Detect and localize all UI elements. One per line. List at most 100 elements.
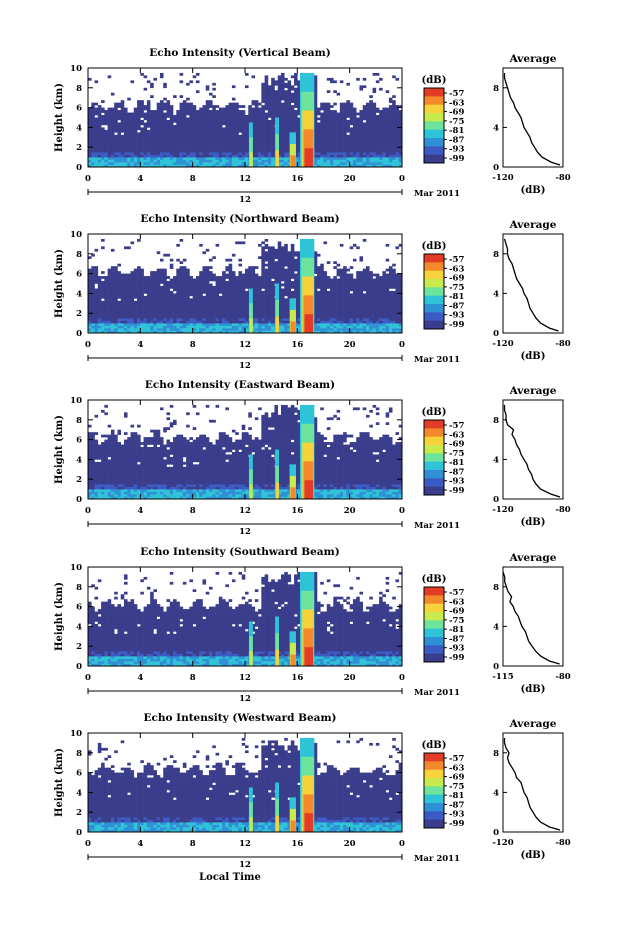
echo-cell [245,295,249,299]
echo-cell [395,110,400,113]
echo-cell [137,315,141,319]
echo-cell [166,139,171,143]
echo-cell [153,139,157,143]
echo-cell [349,298,354,302]
echo-cell [398,157,403,160]
echo-cell [137,293,141,297]
echo-cell [166,154,171,158]
echo-cell [166,144,171,148]
echo-cell [137,320,141,324]
echo-cell [297,266,301,269]
echo-cell [313,313,318,316]
echo-cell [120,310,125,314]
echo-cell [277,283,282,287]
echo-cell [251,288,256,292]
echo-cell [192,288,197,292]
echo-cell [280,134,285,138]
echo-cell [356,303,360,307]
echo-cell [313,283,318,287]
echo-cell [336,159,341,163]
echo-cell [330,318,334,321]
echo-cell [392,129,396,133]
echo-cell [179,137,184,141]
echo-cell [94,290,99,294]
echo-cell [352,154,357,158]
echo-cell [271,102,275,106]
echo-cell [379,129,383,133]
echo-cell [294,129,298,133]
echo-cell [330,149,334,153]
echo-cell [241,276,246,279]
echo-cell [133,107,138,111]
echo-cell [218,278,223,282]
echo-cell [313,115,318,118]
echo-cell [130,80,135,84]
echo-cell [271,313,275,316]
echo-cell [130,293,135,297]
echo-cell [352,122,357,126]
echo-cell [159,268,164,272]
echo-cell [123,288,128,292]
echo-cell [352,318,357,321]
echo-cell [362,132,367,136]
echo-cell [202,310,207,314]
echo-cell [117,281,122,284]
echo-cell [261,112,265,116]
echo-cell [372,90,377,94]
echo-cell [182,276,187,279]
echo-cell [205,147,210,150]
echo-cell [294,80,298,84]
echo-cell [251,154,256,158]
echo-cell [235,300,239,304]
echo-cell [330,308,334,312]
echo-cell [326,110,331,113]
echo-cell [362,142,367,146]
echo-cell [372,162,377,165]
echo-cell [123,122,128,126]
echo-cell [388,117,393,121]
echo-cell [94,295,99,299]
echo-cell [123,149,128,153]
echo-cell [215,164,220,168]
echo-cell [130,124,135,128]
echo-cell [199,157,203,160]
echo-cell [362,159,367,163]
echo-cell [343,134,347,138]
echo-cell [336,325,341,329]
echo-cell [264,159,269,163]
echo-cell [264,305,269,309]
echo-cell [143,315,148,319]
echo-cell [120,303,125,307]
echo-cell [189,127,193,131]
echo-cell [280,85,285,89]
echo-cell [385,90,390,94]
echo-cell [375,127,380,131]
echo-cell [238,283,243,287]
echo-cell [91,305,95,309]
echo-cell [186,105,190,108]
echo-cell [159,295,164,299]
echo-cell [336,283,341,287]
echo-cell [362,77,367,81]
echo-cell [192,295,197,299]
echo-cell [352,159,357,163]
echo-cell [287,288,292,292]
echo-cell [382,112,386,116]
echo-cell [192,110,197,113]
echo-cell [195,295,200,299]
echo-cell [202,305,207,309]
echo-cell [222,310,226,314]
echo-cell [297,271,301,274]
echo-cell [294,273,298,277]
echo-cell [352,127,357,131]
colorbar-tick-label: -63 [449,98,464,108]
echo-cell [267,95,272,98]
echo-cell [153,127,157,131]
echo-cell [166,325,171,329]
echo-cell [186,273,190,277]
echo-cell [107,164,112,168]
echo-cell [215,127,220,131]
echo-cell [395,144,400,148]
echo-cell [258,107,262,111]
echo-cell [218,129,223,133]
